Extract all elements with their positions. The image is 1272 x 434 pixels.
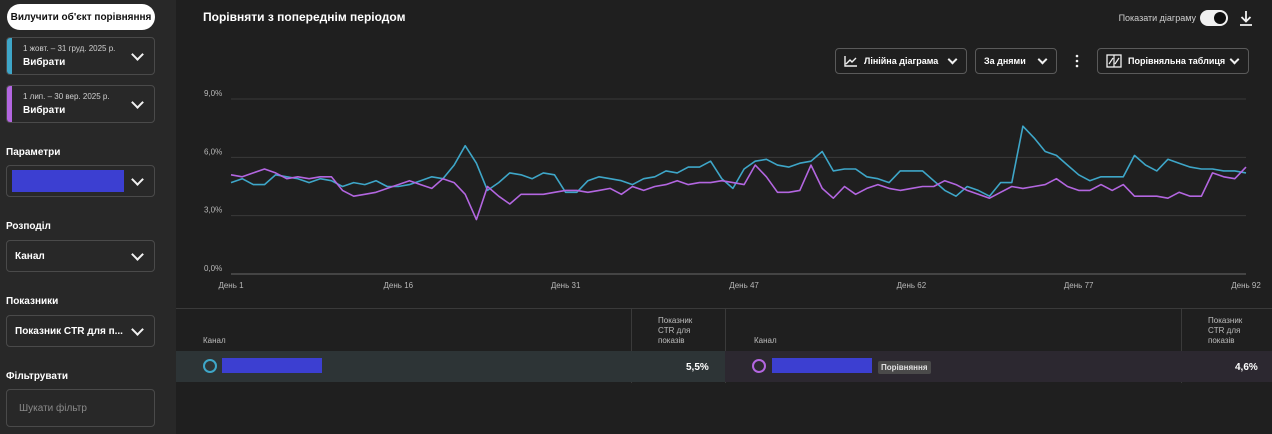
granularity-dropdown[interactable]: За днями (975, 48, 1057, 74)
x-tick-label: День 92 (1231, 281, 1261, 290)
x-tick-label: День 77 (1064, 281, 1094, 290)
filter-placeholder: Шукати фільтр (19, 403, 87, 414)
x-tick-label: День 16 (384, 281, 414, 290)
parameter-value-redacted (12, 170, 124, 192)
metrics-label: Показники (6, 296, 59, 307)
parameters-select[interactable] (6, 165, 155, 197)
granularity-label: За днями (984, 56, 1026, 66)
channel-name-redacted (772, 358, 872, 373)
y-tick-label: 0,0% (204, 264, 222, 273)
chart-type-dropdown[interactable]: Лінійна діаграма (835, 48, 967, 74)
metrics-select[interactable]: Показник CTR для п... (6, 315, 155, 347)
x-tick-label: День 31 (551, 281, 581, 290)
filter-label: Фільтрувати (6, 371, 68, 382)
line-chart-icon (844, 56, 857, 67)
channel-name-redacted (222, 358, 322, 373)
period-a-color-bar (7, 38, 12, 74)
right-col-metric-header: Показник CTR для показів (1208, 316, 1243, 345)
main-panel: Порівняти з попереднім періодом Показати… (176, 0, 1272, 434)
y-tick-label: 9,0% (204, 89, 222, 98)
distribution-select[interactable]: Канал (6, 240, 155, 272)
y-tick-label: 3,0% (204, 206, 222, 215)
radio-selected-icon[interactable] (203, 359, 217, 373)
table-row-current[interactable]: 5,5% (176, 351, 725, 382)
period-b-choose: Вибрати (23, 105, 66, 116)
period-b-selector[interactable]: 1 лип. – 30 вер. 2025 р. Вибрати (6, 85, 155, 123)
chevron-down-icon (131, 48, 144, 61)
filter-search-input[interactable]: Шукати фільтр (6, 389, 155, 427)
chevron-down-icon (131, 96, 144, 109)
chevron-down-icon (1037, 54, 1048, 64)
compare-table-label: Порівняльна таблиця (1128, 56, 1226, 66)
period-b-color-bar (7, 86, 12, 122)
table-row-compare[interactable]: Порівняння 4,6% (725, 351, 1272, 382)
x-tick-label: День 1 (218, 281, 244, 290)
more-options-icon[interactable] (1073, 54, 1081, 68)
chevron-down-icon (947, 54, 958, 64)
radio-selected-icon[interactable] (752, 359, 766, 373)
compare-table-dropdown[interactable]: Порівняльна таблиця (1097, 48, 1249, 74)
comparison-badge: Порівняння (878, 361, 931, 374)
distribution-label: Розподіл (6, 221, 51, 232)
period-b-range: 1 лип. – 30 вер. 2025 р. (23, 92, 110, 101)
sidebar: Вилучити об'єкт порівняння 1 жовт. – 31 … (0, 0, 176, 434)
chevron-down-icon (1229, 54, 1240, 64)
chevron-down-icon (131, 173, 144, 186)
left-col-metric-header: Показник CTR для показів (658, 316, 693, 345)
divider (1181, 309, 1182, 383)
divider (725, 309, 726, 383)
series-line-1 (230, 125, 1247, 197)
metrics-value: Показник CTR для п... (15, 326, 123, 337)
page-title: Порівняти з попереднім періодом (203, 10, 406, 24)
line-chart: 9,0% 6,0% 3,0% 0,0% День 1 День 16 День 31 День… (204, 89, 1261, 290)
left-col-channel-header: Канал (203, 336, 226, 345)
parameters-label: Параметри (6, 147, 61, 158)
x-tick-label: День 62 (897, 281, 927, 290)
chevron-down-icon (131, 323, 144, 336)
distribution-value: Канал (15, 251, 45, 262)
period-a-choose: Вибрати (23, 57, 66, 68)
right-col-channel-header: Канал (754, 336, 777, 345)
previous-ctr-value: 4,6% (1235, 362, 1258, 373)
download-icon[interactable] (1238, 9, 1254, 27)
x-tick-label: День 47 (729, 281, 759, 290)
series-line-2 (230, 164, 1247, 221)
chart-type-label: Лінійна діаграма (864, 56, 939, 66)
exclude-comparison-button[interactable]: Вилучити об'єкт порівняння (7, 4, 155, 30)
show-chart-label: Показати діаграму (1118, 13, 1196, 23)
show-chart-toggle[interactable] (1200, 10, 1228, 26)
y-tick-label: 6,0% (204, 147, 222, 156)
compare-table-icon (1106, 54, 1122, 68)
period-a-range: 1 жовт. – 31 груд. 2025 р. (23, 44, 116, 53)
chevron-down-icon (131, 248, 144, 261)
current-ctr-value: 5,5% (686, 362, 709, 373)
comparison-table: Канал Показник CTR для показів Канал Показ… (176, 308, 1272, 383)
divider (631, 309, 632, 383)
period-a-selector[interactable]: 1 жовт. – 31 груд. 2025 р. Вибрати (6, 37, 155, 75)
